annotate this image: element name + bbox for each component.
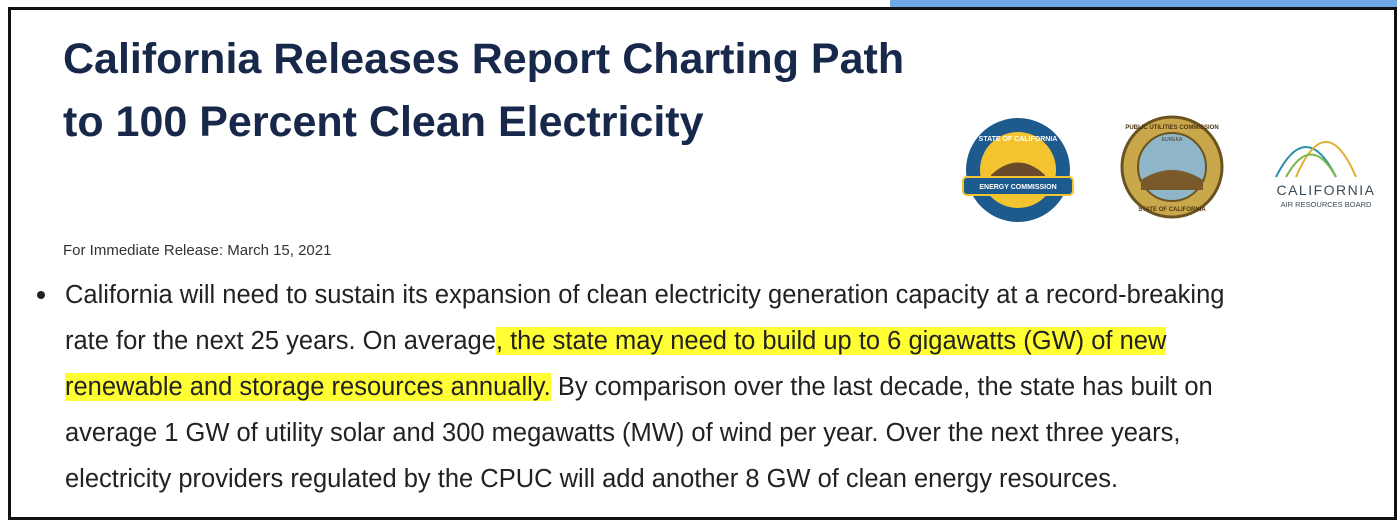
logo-text: AIR RESOURCES BOARD [1281, 200, 1372, 209]
title: California Releases Report Charting Path… [63, 35, 905, 146]
text: rate for the next 25 years. On average [65, 327, 496, 355]
carb-logo: CALIFORNIA AIR RESOURCES BOARD [1275, 141, 1375, 209]
text-line: average 1 GW of utility solar and 300 me… [31, 410, 1224, 456]
cpuc-logo: PUBLIC UTILITIES COMMISSION EUREKA STATE… [1120, 115, 1224, 219]
text: California will need to sustain its expa… [65, 281, 1225, 309]
logo-text: CALIFORNIA [1276, 182, 1375, 198]
logos: STATE OF CALIFORNIA ENERGY COMMISSION PU… [962, 115, 1375, 222]
window-bar [890, 0, 1397, 7]
text: average 1 GW of utility solar and 300 me… [65, 419, 1181, 447]
highlighted-text: renewable and storage resources annually… [65, 373, 551, 401]
logo-text: EUREKA [1162, 137, 1183, 143]
text-line: renewable and storage resources annually… [31, 364, 1224, 410]
text: electricity providers regulated by the C… [65, 465, 1119, 493]
logo-text: PUBLIC UTILITIES COMMISSION [1125, 125, 1218, 131]
logo-text: STATE OF CALIFORNIA [979, 136, 1058, 143]
logo-text: STATE OF CALIFORNIA [1138, 207, 1206, 213]
logo-text: ENERGY COMMISSION [979, 184, 1056, 191]
text-line: California will need to sustain its expa… [31, 272, 1224, 318]
release-date: For Immediate Release: March 15, 2021 [63, 242, 332, 259]
text-line: electricity providers regulated by the C… [31, 456, 1224, 502]
text-line: rate for the next 25 years. On average, … [31, 318, 1224, 364]
energy-commission-logo: STATE OF CALIFORNIA ENERGY COMMISSION [962, 118, 1074, 222]
press-release: California Releases Report Charting Path… [8, 7, 1397, 520]
highlighted-text: , the state may need to build up to 6 gi… [495, 327, 1167, 355]
text: By comparison over the last decade, the … [550, 373, 1213, 401]
bullet: California will need to sustain its expa… [31, 272, 1224, 502]
bullet-list: California will need to sustain its expa… [31, 272, 1224, 502]
